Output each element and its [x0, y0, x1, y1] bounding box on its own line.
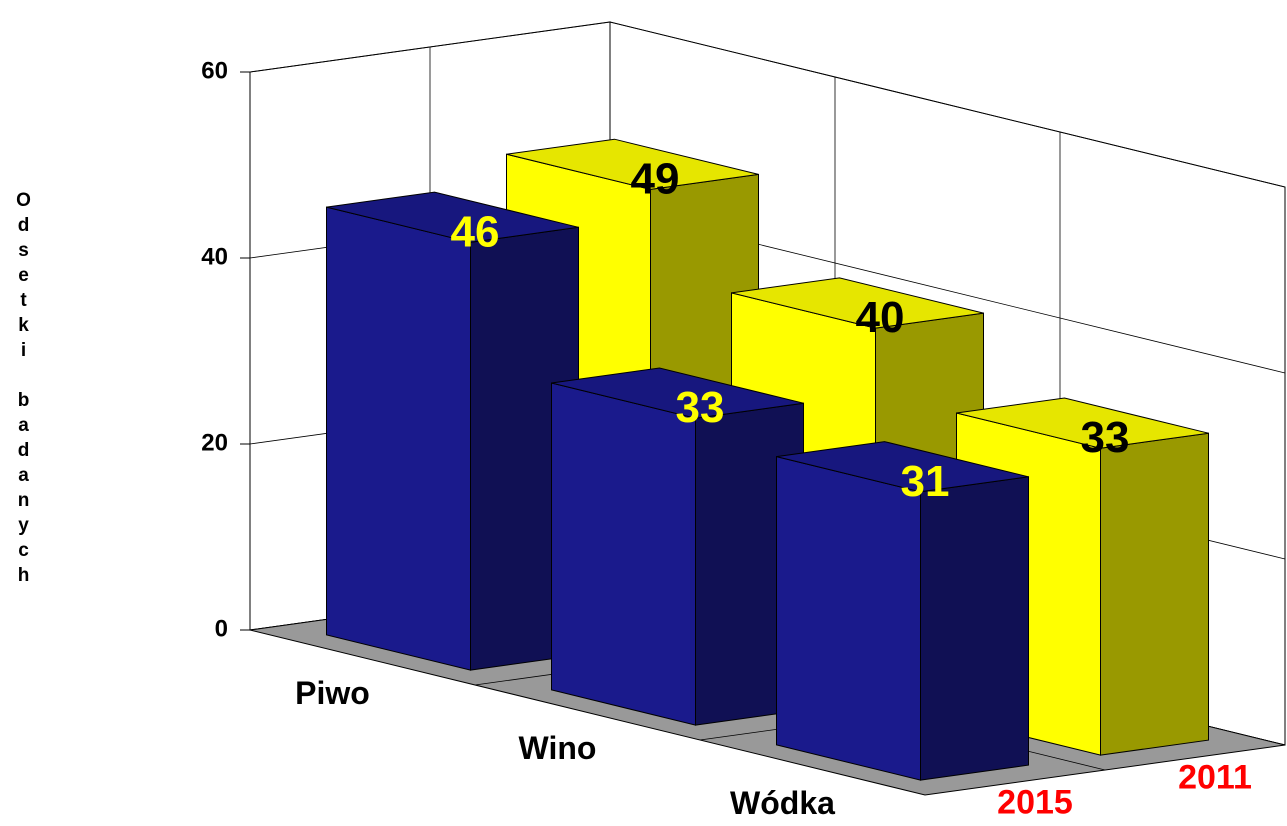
bar-top — [956, 397, 1209, 449]
bar-top — [326, 191, 579, 243]
value-label: 40 — [856, 293, 905, 342]
grid-line — [249, 21, 1286, 188]
bar — [776, 441, 1029, 781]
y-tick-label: 40 — [201, 243, 228, 270]
value-label: 46 — [451, 207, 500, 256]
bar-side — [920, 476, 1029, 781]
bar-front — [326, 206, 471, 671]
series-label: 2011 — [1178, 758, 1252, 796]
value-label: 49 — [631, 154, 680, 203]
y-tick-label: 60 — [201, 57, 228, 84]
x-tick-label: Wino — [519, 730, 597, 766]
value-label: 33 — [676, 383, 725, 432]
bar-front — [776, 455, 921, 781]
value-label: 31 — [901, 457, 950, 506]
y-axis-label: Odsetki badanych — [13, 190, 34, 590]
x-tick-label: Wódka — [730, 785, 835, 821]
bar-top — [506, 138, 759, 190]
y-tick-label: 20 — [201, 429, 228, 456]
bar-top — [551, 367, 804, 419]
series-label: 2015 — [997, 783, 1073, 821]
x-tick-label: Piwo — [295, 675, 370, 711]
bar-front — [551, 382, 696, 726]
bar-side — [1100, 432, 1209, 756]
y-tick-label: 0 — [215, 615, 228, 642]
bar-top — [776, 441, 1029, 493]
bar-top — [731, 277, 984, 329]
value-label: 33 — [1081, 413, 1130, 462]
bar — [326, 191, 579, 671]
